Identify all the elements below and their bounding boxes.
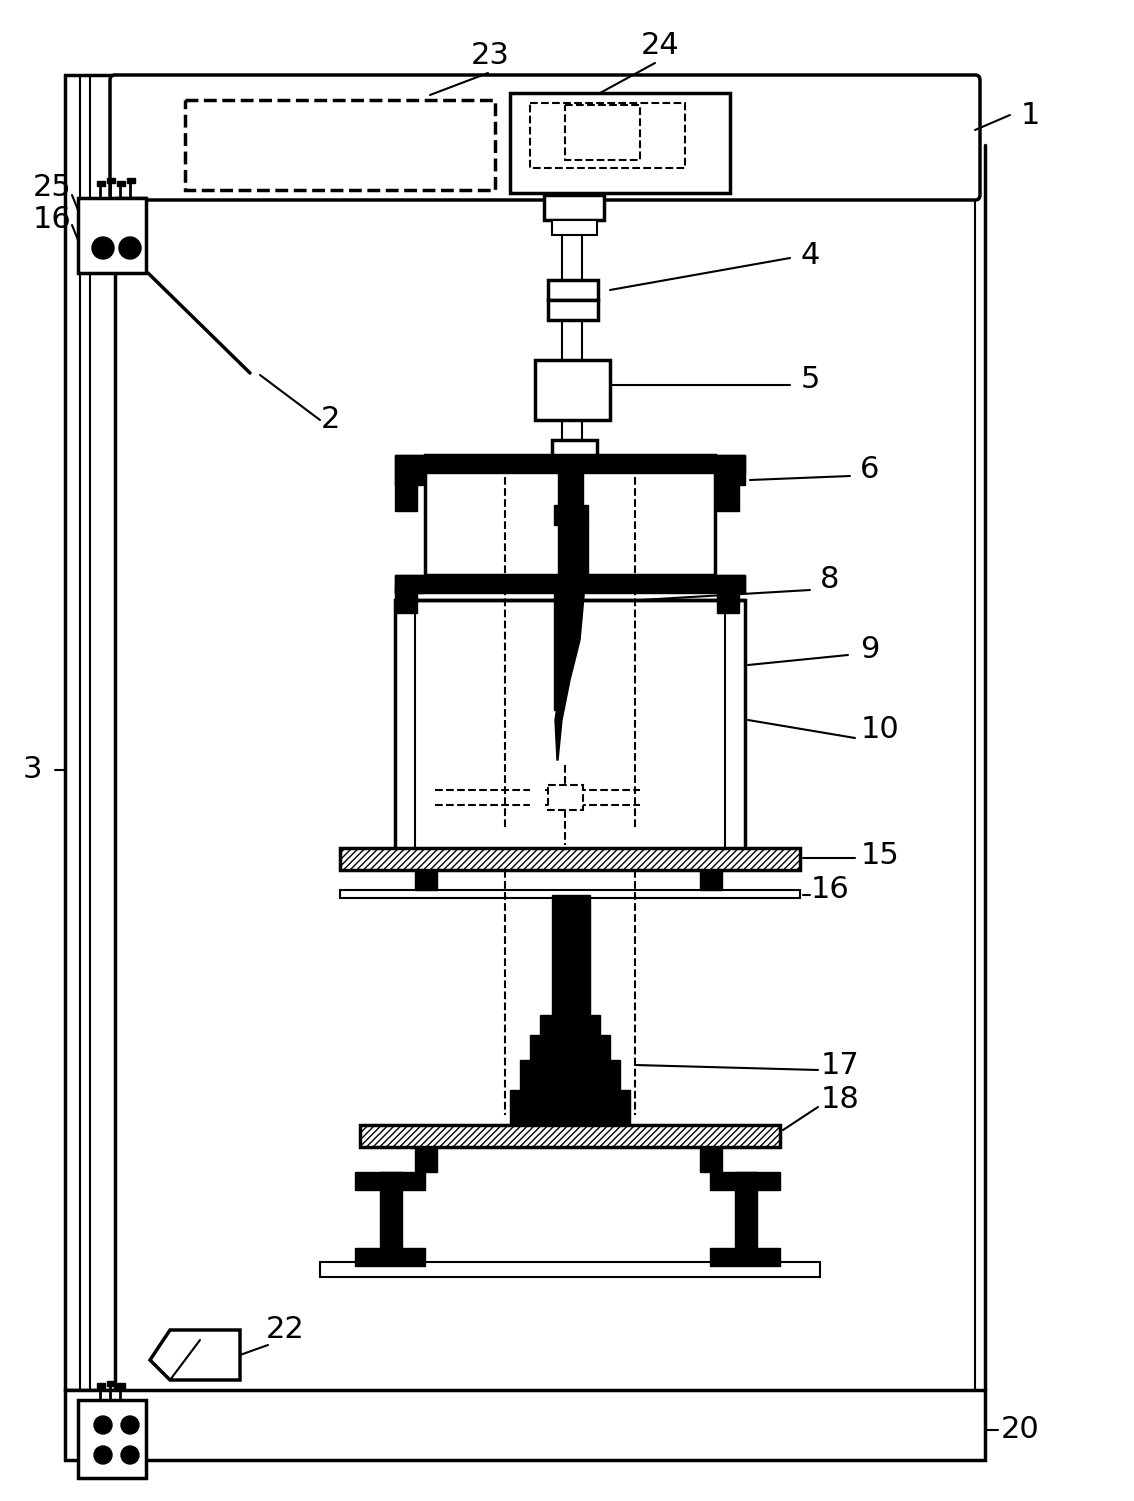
Circle shape xyxy=(119,237,141,260)
Bar xyxy=(98,182,105,186)
Text: 3: 3 xyxy=(23,755,42,785)
Text: 24: 24 xyxy=(641,30,679,60)
Bar xyxy=(552,221,596,236)
Bar xyxy=(395,585,417,612)
Bar xyxy=(530,1036,610,1060)
Circle shape xyxy=(92,237,115,260)
Bar xyxy=(395,473,423,485)
Text: 8: 8 xyxy=(820,566,840,594)
Bar xyxy=(340,848,799,871)
Bar xyxy=(415,871,437,890)
Text: 16: 16 xyxy=(811,875,849,905)
Bar xyxy=(565,105,640,161)
Bar xyxy=(710,1247,780,1265)
Circle shape xyxy=(94,1445,112,1463)
Text: 22: 22 xyxy=(265,1315,304,1345)
Text: 6: 6 xyxy=(861,455,880,485)
Bar xyxy=(107,1381,115,1385)
Circle shape xyxy=(121,1445,139,1463)
Bar xyxy=(558,455,583,504)
Bar xyxy=(710,1172,780,1190)
Bar xyxy=(700,1147,722,1172)
Bar xyxy=(555,590,562,710)
Bar xyxy=(107,179,115,183)
Bar xyxy=(540,1015,600,1036)
Bar xyxy=(395,600,745,850)
Bar xyxy=(395,455,423,473)
Bar xyxy=(355,1172,425,1190)
Bar xyxy=(530,104,685,168)
Bar xyxy=(380,1172,401,1252)
Bar xyxy=(127,179,135,183)
Bar xyxy=(717,473,745,485)
Bar xyxy=(548,281,598,300)
Bar xyxy=(558,525,589,585)
Text: 15: 15 xyxy=(861,841,899,869)
Bar xyxy=(548,785,583,811)
Bar xyxy=(78,1400,146,1478)
Bar xyxy=(544,195,604,221)
Bar xyxy=(535,360,610,420)
Bar xyxy=(98,1382,105,1388)
Circle shape xyxy=(121,1415,139,1433)
Text: 10: 10 xyxy=(861,716,899,744)
Bar xyxy=(395,455,745,473)
Bar xyxy=(555,504,589,525)
Bar xyxy=(395,575,423,593)
Bar xyxy=(510,93,730,194)
Bar xyxy=(548,300,598,320)
Text: 16: 16 xyxy=(33,206,71,234)
Bar xyxy=(359,1126,780,1147)
Bar xyxy=(320,1262,820,1277)
FancyBboxPatch shape xyxy=(110,75,980,200)
Bar xyxy=(355,1247,425,1265)
Bar xyxy=(717,455,745,473)
Bar xyxy=(117,182,125,186)
Bar xyxy=(185,101,496,191)
Bar xyxy=(78,198,146,273)
Bar xyxy=(395,575,745,593)
Text: 5: 5 xyxy=(801,366,820,395)
Bar xyxy=(510,1090,631,1126)
Bar xyxy=(521,1060,620,1090)
Polygon shape xyxy=(150,1330,240,1379)
Bar xyxy=(735,1172,758,1252)
Bar xyxy=(717,585,739,612)
Bar xyxy=(65,75,115,1390)
Bar xyxy=(552,440,596,455)
Polygon shape xyxy=(555,585,585,760)
Text: 18: 18 xyxy=(821,1085,860,1115)
Bar xyxy=(395,473,417,510)
Bar xyxy=(415,1147,437,1172)
Text: 17: 17 xyxy=(821,1051,860,1079)
Bar xyxy=(717,575,745,593)
Bar xyxy=(117,1382,125,1388)
Circle shape xyxy=(94,1415,112,1433)
Text: 1: 1 xyxy=(1021,101,1040,129)
Bar xyxy=(340,890,799,898)
Bar xyxy=(65,1390,985,1460)
Text: 23: 23 xyxy=(471,41,509,69)
Bar xyxy=(717,473,739,510)
Text: 20: 20 xyxy=(1000,1415,1040,1444)
Text: 9: 9 xyxy=(861,635,880,665)
Text: 2: 2 xyxy=(320,405,340,434)
Bar xyxy=(700,871,722,890)
Bar xyxy=(552,895,590,1015)
Bar xyxy=(425,455,716,575)
Text: 25: 25 xyxy=(33,174,71,203)
Text: 4: 4 xyxy=(801,240,820,270)
